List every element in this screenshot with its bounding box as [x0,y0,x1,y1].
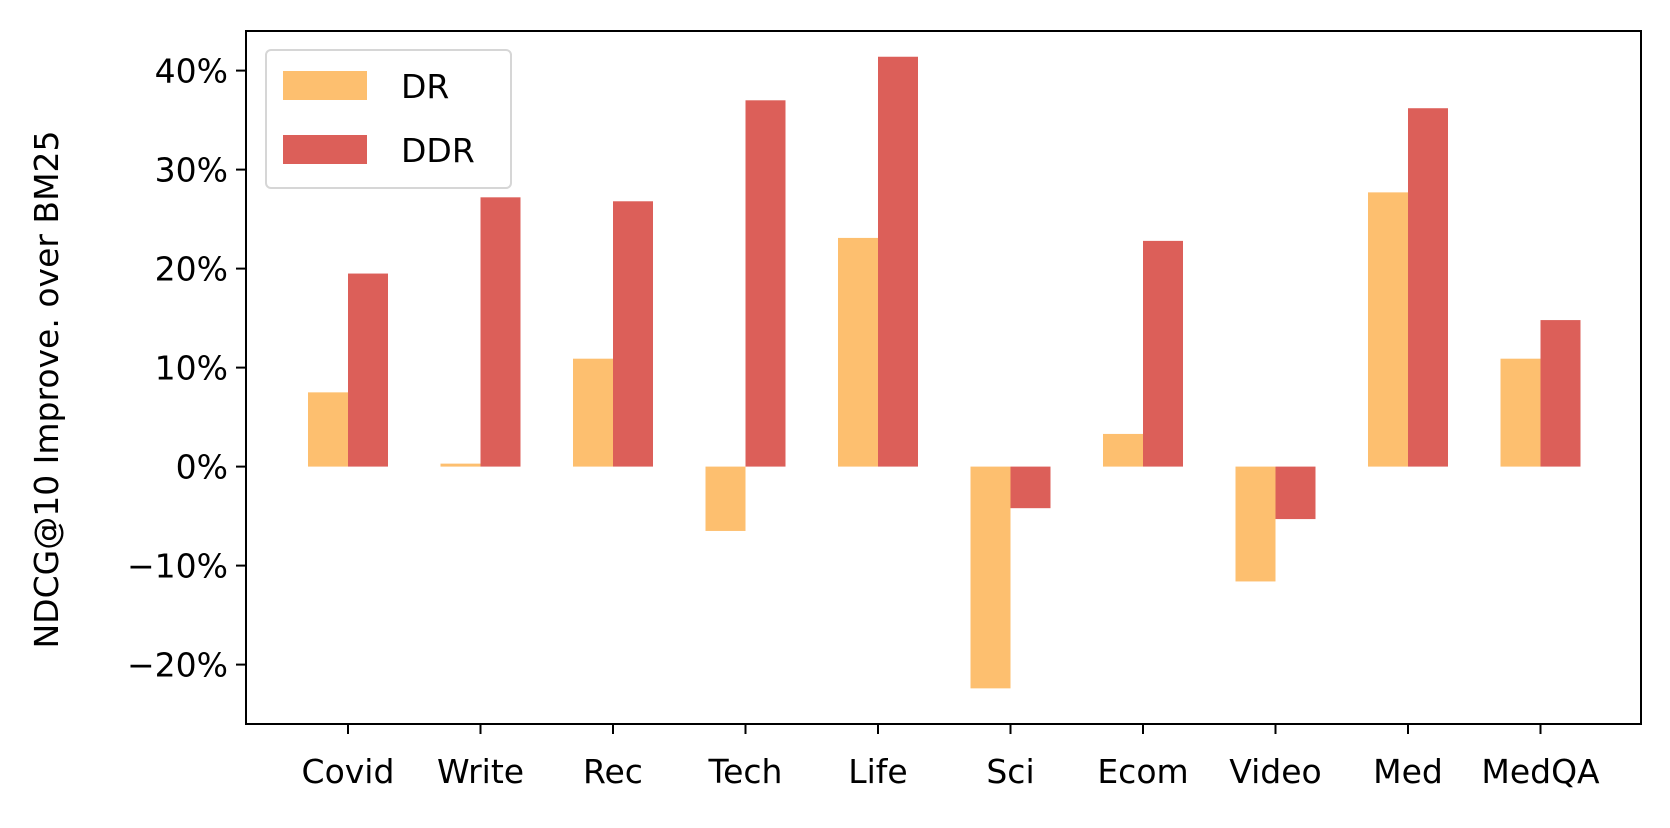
x-tick-label: Rec [583,752,643,791]
bar-ddr-tech [745,100,786,467]
bar-ddr-sci [1010,466,1051,509]
bars-layer [308,56,1581,689]
x-tick-label: Video [1229,752,1321,791]
legend: DR DDR [265,49,512,189]
x-tick-label: Med [1373,752,1443,791]
bar-dr-video [1235,466,1276,582]
bar-dr-medqa [1500,358,1541,467]
bar-ddr-covid [348,273,388,467]
bar-ddr-rec [613,201,653,467]
legend-label-ddr: DDR [401,131,475,170]
bar-dr-life [838,237,878,467]
x-tick-label: MedQA [1481,752,1600,791]
bar-dr-ecom [1103,433,1143,467]
y-tick-label: −10% [127,547,228,586]
bar-ddr-life [878,56,918,467]
y-axis: −20% −10% 0% 10% 20% 30% 40% [127,52,246,685]
bar-dr-rec [573,358,613,467]
x-tick-label: Covid [302,752,395,791]
x-tick-label: Sci [986,752,1034,791]
bar-ddr-video [1275,466,1316,520]
bar-ddr-ecom [1143,240,1183,467]
x-tick-label: Life [848,752,907,791]
x-tick-label: Write [437,752,524,791]
x-tick-label: Ecom [1097,752,1188,791]
x-axis: Covid Write Rec Tech Life Sci Ecom Video Med MedQ… [302,724,1600,791]
y-tick-label: 10% [155,349,228,388]
y-tick-label: 0% [176,448,228,487]
bar-dr-med [1368,192,1408,467]
plot-frame [245,30,1642,725]
y-tick-label: 20% [155,250,228,289]
legend-swatch-ddr [283,135,367,164]
bar-dr-sci [970,466,1011,689]
bar-dr-covid [308,392,348,467]
legend-label-dr: DR [401,67,449,106]
y-tick-label: 40% [155,52,228,91]
y-tick-label: 30% [155,151,228,190]
bar-ddr-medqa [1540,320,1581,467]
y-axis-label: NDCG@10 Improve. over BM25 [27,130,66,648]
bar-ddr-med [1408,108,1448,467]
y-tick-label: −20% [127,646,228,685]
bar-dr-tech [705,466,746,531]
bar-dr-write [440,463,481,467]
x-tick-label: Tech [708,752,783,791]
legend-swatch-dr [283,71,367,100]
bar-ddr-write [480,197,521,467]
